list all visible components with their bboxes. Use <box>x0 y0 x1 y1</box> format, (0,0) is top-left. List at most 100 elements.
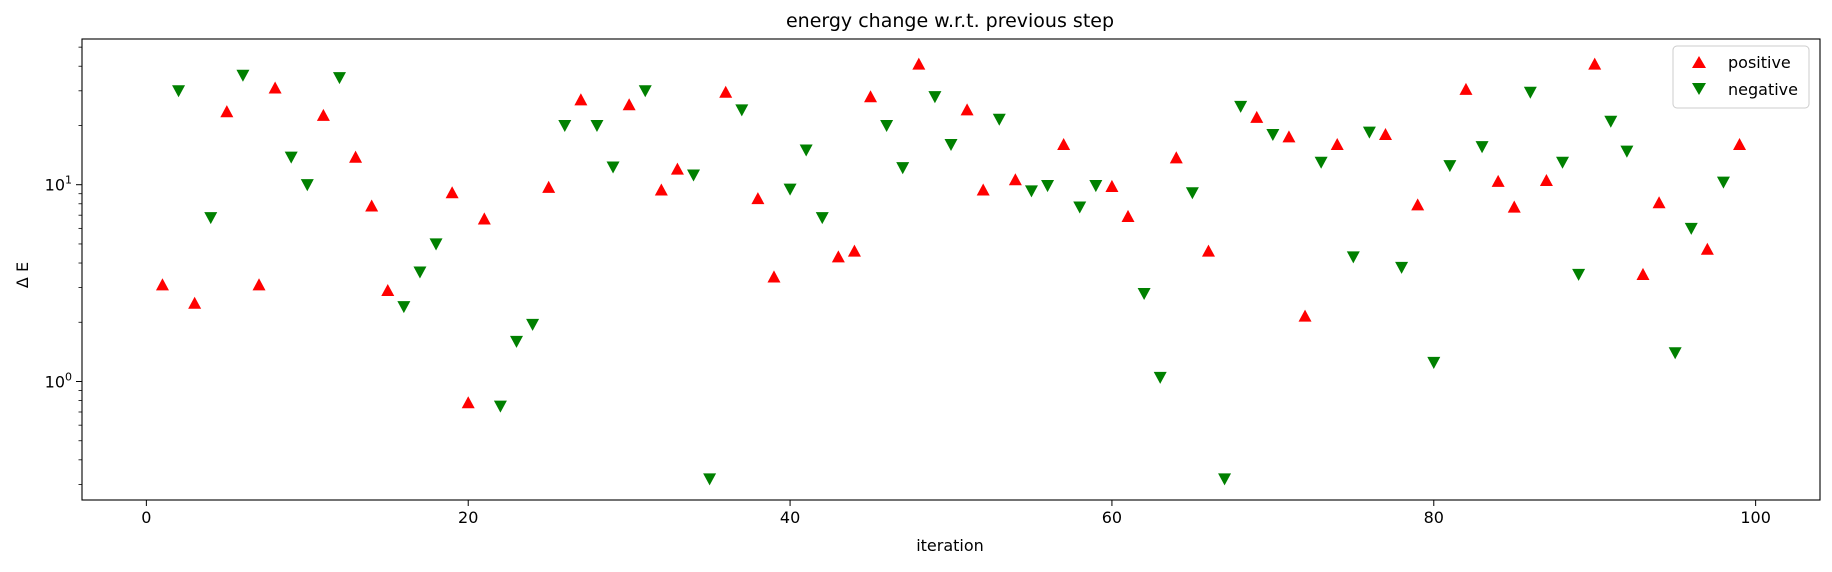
positive-point-25 <box>976 183 990 196</box>
positive-point-4 <box>268 81 282 94</box>
negative-point-24 <box>928 91 942 104</box>
positive-point-21 <box>847 244 861 257</box>
negative-point-36 <box>1266 128 1280 141</box>
positive-point-18 <box>751 192 765 205</box>
negative-point-23 <box>896 162 910 175</box>
positive-point-31 <box>1201 244 1215 257</box>
positive-point-28 <box>1105 179 1119 192</box>
negative-point-43 <box>1475 141 1489 154</box>
negative-point-13 <box>590 119 604 132</box>
negative-point-14 <box>606 161 620 174</box>
positive-point-35 <box>1330 138 1344 151</box>
negative-point-45 <box>1556 156 1570 169</box>
positive-point-17 <box>719 85 733 98</box>
negative-point-31 <box>1137 287 1151 301</box>
negative-point-17 <box>703 473 717 486</box>
positive-point-41 <box>1539 174 1553 187</box>
legend-negative-marker-icon <box>1692 83 1706 95</box>
negative-point-0 <box>172 85 186 98</box>
positive-point-38 <box>1459 82 1473 95</box>
positive-point-23 <box>912 57 926 70</box>
negative-point-12 <box>558 119 572 132</box>
negative-point-34 <box>1218 473 1232 486</box>
positive-point-12 <box>542 180 556 193</box>
positive-point-0 <box>155 278 169 291</box>
negative-point-9 <box>493 400 507 413</box>
legend-negative-label: negative <box>1728 80 1798 99</box>
y-tick-base: 10 <box>45 176 65 195</box>
x-axis-label: iteration <box>916 536 984 555</box>
positive-point-39 <box>1491 174 1505 187</box>
legend-positive-label: positive <box>1728 53 1791 72</box>
x-tick-label-2: 40 <box>780 508 800 527</box>
positive-point-36 <box>1379 127 1392 140</box>
legend-positive-marker-icon <box>1692 56 1706 68</box>
negative-point-40 <box>1395 261 1409 274</box>
negative-point-22 <box>880 119 894 132</box>
negative-point-44 <box>1523 86 1537 99</box>
positive-point-16 <box>670 162 684 175</box>
positive-point-2 <box>220 105 234 118</box>
negative-point-11 <box>526 318 540 331</box>
positive-point-9 <box>445 186 459 199</box>
negative-point-21 <box>815 212 829 225</box>
x-tick-label-4: 80 <box>1424 508 1444 527</box>
positive-point-32 <box>1250 110 1264 123</box>
negative-point-19 <box>783 183 797 196</box>
y-tick-base: 10 <box>45 373 65 392</box>
negative-point-49 <box>1668 347 1682 360</box>
positive-point-24 <box>960 103 974 116</box>
positive-point-20 <box>831 250 845 263</box>
x-tick-label-0: 0 <box>141 508 151 527</box>
positive-point-22 <box>864 90 878 103</box>
positive-point-44 <box>1652 196 1666 209</box>
series-positive <box>155 57 1747 409</box>
positive-point-3 <box>252 278 266 291</box>
negative-point-27 <box>1024 185 1038 198</box>
positive-point-40 <box>1507 200 1521 213</box>
positive-point-27 <box>1057 138 1071 151</box>
positive-point-34 <box>1298 309 1312 322</box>
negative-point-42 <box>1443 160 1457 173</box>
legend-box <box>1672 45 1810 109</box>
y-tick-exponent: 1 <box>65 174 72 187</box>
negative-point-18 <box>735 104 749 117</box>
y-tick-exponent: 0 <box>65 371 72 384</box>
positive-point-1 <box>188 296 202 309</box>
negative-point-25 <box>944 139 958 152</box>
negative-point-5 <box>332 72 346 85</box>
chart-title: energy change w.r.t. previous step <box>786 10 1114 32</box>
negative-point-46 <box>1572 268 1586 281</box>
negative-point-28 <box>1041 180 1055 193</box>
positive-point-26 <box>1008 173 1022 186</box>
negative-point-33 <box>1185 187 1199 200</box>
y-tick-label-0: 100 <box>45 371 72 392</box>
negative-point-8 <box>429 238 443 251</box>
positive-point-19 <box>767 270 781 283</box>
positive-point-5 <box>316 108 330 121</box>
y-tick-label-1: 101 <box>45 174 72 195</box>
negative-point-15 <box>638 85 652 98</box>
positive-point-46 <box>1733 138 1747 151</box>
y-axis-label: Δ E <box>13 262 32 288</box>
negative-point-30 <box>1089 180 1103 193</box>
series-negative <box>172 69 1730 486</box>
positive-point-8 <box>381 284 395 297</box>
negative-point-38 <box>1346 251 1360 264</box>
negative-point-6 <box>397 301 411 314</box>
negative-point-51 <box>1716 176 1730 189</box>
negative-point-48 <box>1620 145 1634 158</box>
negative-point-35 <box>1234 100 1248 113</box>
negative-point-3 <box>284 151 298 164</box>
positive-point-10 <box>461 396 475 409</box>
positive-point-33 <box>1282 130 1296 143</box>
x-tick-label-5: 100 <box>1740 508 1771 527</box>
positive-point-42 <box>1588 57 1602 70</box>
negative-point-37 <box>1314 156 1328 169</box>
x-tick-label-1: 20 <box>458 508 478 527</box>
positive-point-30 <box>1169 151 1183 164</box>
